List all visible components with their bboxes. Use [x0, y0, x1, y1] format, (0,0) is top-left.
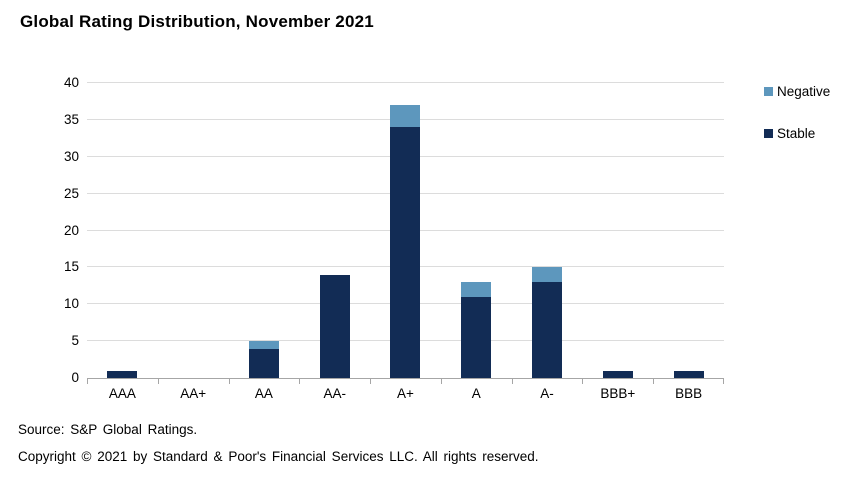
bar-segment-negative: [461, 282, 492, 297]
axis-tick: [653, 379, 654, 384]
bar-column-A+: [370, 83, 441, 378]
bar-column-AA-: [299, 83, 370, 378]
legend-negative-swatch-icon: [764, 87, 773, 96]
chart-title: Global Rating Distribution, November 202…: [20, 12, 374, 31]
bar-segment-stable: [248, 348, 279, 378]
y-axis-tick-label: 5: [71, 333, 79, 349]
x-axis-tick-label: AA+: [180, 386, 207, 401]
x-axis-tick-label: BBB+: [600, 386, 636, 401]
axis-tick: [512, 379, 513, 384]
bar-column-A: [441, 83, 512, 378]
axis-tick: [582, 379, 583, 384]
axis-tick: [441, 379, 442, 384]
plot-area: 0 5 10 15 20 25 30 35 40 AAA AA+ AA AA- A+ A A- BBB+ BBB: [64, 75, 724, 401]
bar-segment-negative: [248, 341, 279, 349]
x-axis-tick-label: A: [471, 386, 481, 401]
x-axis-tick-label: AA: [254, 386, 273, 401]
axis-tick: [370, 379, 371, 384]
x-axis-tick-label: A-: [540, 386, 554, 401]
bar-column-AA+: [158, 83, 229, 378]
bar-column-AAA: [87, 83, 158, 378]
y-axis-tick-label: 0: [71, 370, 79, 385]
bar-segment-stable: [602, 370, 633, 378]
bar-segment-stable: [319, 274, 350, 378]
y-axis-tick-label: 20: [63, 222, 79, 238]
bar-segment-stable: [107, 370, 138, 378]
x-axis-tick-label: BBB: [675, 386, 703, 401]
bar-segment-stable: [532, 282, 563, 378]
y-axis-tick-label: 15: [63, 259, 79, 275]
legend-item-stable: Stable: [764, 126, 815, 141]
bar-column-BBB: [653, 83, 724, 378]
y-axis-tick-label: 40: [63, 75, 79, 90]
legend-stable-swatch-icon: [764, 129, 773, 138]
bar-segment-negative: [532, 267, 563, 283]
axis-tick: [158, 379, 159, 384]
x-axis-tick-label: AAA: [108, 386, 136, 401]
y-axis-tick-label: 35: [63, 111, 79, 127]
source-note: Source: S&P Global Ratings.: [18, 422, 198, 437]
legend-label: Negative: [777, 84, 831, 99]
x-axis-tick-label: A+: [397, 386, 414, 401]
bar-column-A-: [512, 83, 583, 378]
bar-segment-stable: [461, 296, 492, 378]
copyright-note: Copyright © 2021 by Standard & Poor's Fi…: [18, 449, 539, 464]
y-axis-tick-label: 30: [63, 148, 79, 164]
bar-segment-stable: [673, 370, 704, 378]
bar-segment-negative: [390, 105, 421, 128]
y-axis-tick-label: 10: [63, 296, 79, 312]
axis-tick: [87, 379, 88, 384]
y-axis-tick-label: 25: [63, 185, 79, 201]
axis-tick: [723, 379, 724, 384]
x-axis-tick-label: AA-: [323, 386, 346, 401]
bar-column-AA: [229, 83, 300, 378]
legend-label: Stable: [777, 126, 816, 141]
bar-segment-stable: [390, 127, 421, 378]
axis-tick: [229, 379, 230, 384]
gridline: [87, 82, 724, 83]
axis-tick: [299, 379, 300, 384]
bar-column-BBB+: [582, 83, 653, 378]
legend-item-negative: Negative: [764, 84, 830, 99]
